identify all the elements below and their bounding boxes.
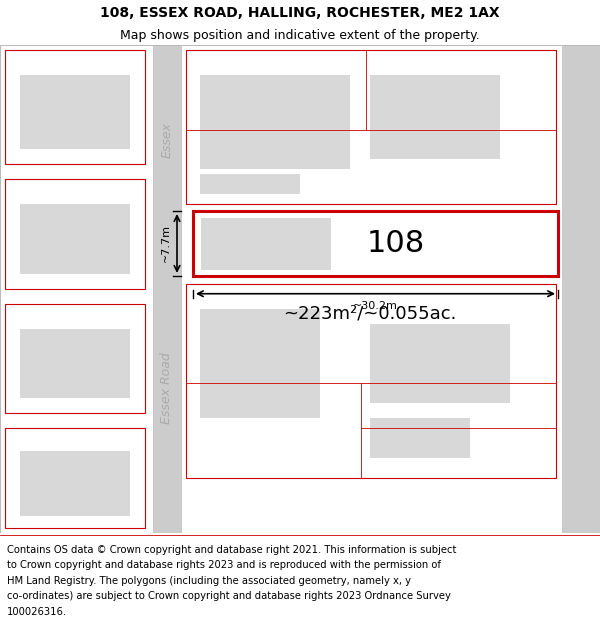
Bar [5, 179, 145, 289]
Bar [5, 50, 145, 164]
Bar [200, 309, 320, 418]
Bar [20, 204, 130, 274]
Bar [20, 329, 130, 398]
Text: Map shows position and indicative extent of the property.: Map shows position and indicative extent… [120, 29, 480, 42]
Text: 100026316.: 100026316. [7, 607, 67, 617]
Bar [370, 418, 470, 458]
Bar [193, 211, 558, 276]
Bar [201, 218, 331, 270]
Bar [5, 428, 145, 528]
Bar [370, 75, 500, 159]
Bar [20, 451, 130, 516]
Bar [186, 284, 556, 478]
Text: 108: 108 [367, 229, 425, 258]
Bar [200, 75, 350, 169]
Text: to Crown copyright and database rights 2023 and is reproduced with the permissio: to Crown copyright and database rights 2… [7, 560, 441, 570]
Text: ~223m²/~0.055ac.: ~223m²/~0.055ac. [283, 304, 457, 322]
Bar [20, 75, 130, 149]
Bar [562, 45, 600, 532]
Text: Essex Road: Essex Road [161, 352, 173, 424]
Text: co-ordinates) are subject to Crown copyright and database rights 2023 Ordnance S: co-ordinates) are subject to Crown copyr… [7, 591, 451, 601]
Bar [153, 45, 181, 532]
Text: HM Land Registry. The polygons (including the associated geometry, namely x, y: HM Land Registry. The polygons (includin… [7, 576, 411, 586]
Text: 108, ESSEX ROAD, HALLING, ROCHESTER, ME2 1AX: 108, ESSEX ROAD, HALLING, ROCHESTER, ME2… [100, 6, 500, 19]
Text: Contains OS data © Crown copyright and database right 2021. This information is : Contains OS data © Crown copyright and d… [7, 544, 457, 554]
Bar [200, 174, 300, 194]
Bar [186, 50, 556, 204]
Bar [370, 324, 510, 403]
Bar [5, 304, 145, 413]
Text: Essex: Essex [161, 121, 173, 158]
Text: ~30.2m: ~30.2m [353, 301, 398, 311]
Text: ~7.7m: ~7.7m [161, 224, 171, 262]
